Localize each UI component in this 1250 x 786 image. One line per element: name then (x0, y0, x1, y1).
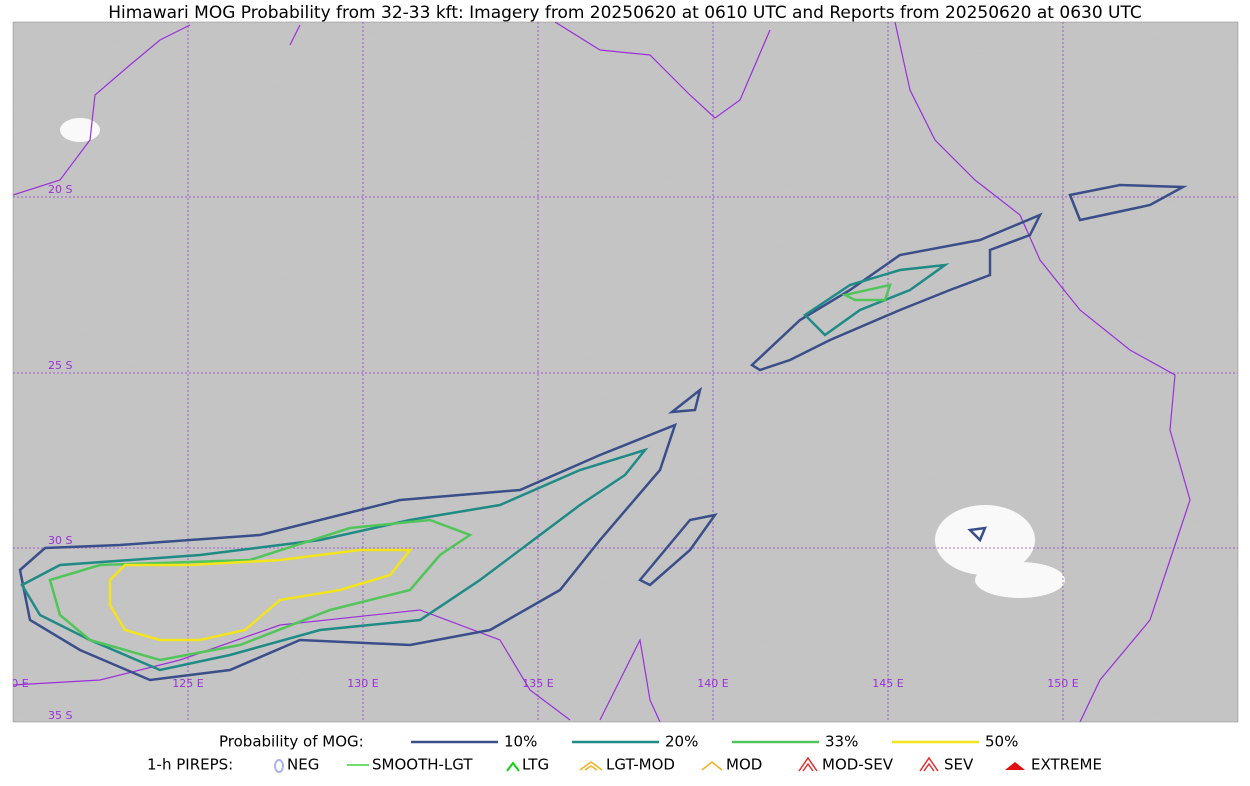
title: Himawari MOG Probability from 32-33 kft:… (108, 3, 1142, 23)
pirep-icon (274, 759, 284, 773)
legend-label: 10% (504, 733, 537, 751)
pirep-icon (798, 756, 818, 772)
pirep-icon (701, 761, 723, 771)
lon-label: 140 E (697, 677, 728, 690)
legend-title: 1-h PIREPS: (147, 756, 233, 774)
map-frame (12, 21, 1239, 723)
legend-label: SEV (944, 756, 974, 774)
pirep-icon (919, 756, 939, 772)
legend-label: EXTREME (1031, 756, 1102, 774)
legend-label: 33% (825, 733, 858, 751)
pirep-icon (506, 761, 520, 772)
lon-label: 135 E (522, 677, 553, 690)
map: 120 E 125 E 130 E 135 E 140 E 145 E 150 … (0, 22, 1238, 722)
legend: Probability of MOG: 10% 20% 33% 50% 1-h … (147, 733, 1102, 774)
lon-label: 130 E (347, 677, 378, 690)
legend-label: 20% (665, 733, 698, 751)
lon-label: 145 E (872, 677, 903, 690)
legend-label: 50% (985, 733, 1018, 751)
legend-title: Probability of MOG: (219, 733, 364, 751)
lon-label: 125 E (172, 677, 203, 690)
coastline (13, 22, 1191, 722)
legend-label: MOD (726, 756, 762, 774)
lon-label: 120 E (0, 677, 29, 690)
lat-label: 35 S (48, 709, 72, 722)
contours (18, 183, 1188, 682)
lat-label: 30 S (48, 534, 72, 547)
legend-label: LTG (522, 756, 549, 774)
legend-label: LGT-MOD (606, 756, 675, 774)
lat-label: 20 S (48, 183, 72, 196)
lon-labels: 120 E 125 E 130 E 135 E 140 E 145 E 150 … (0, 677, 1079, 690)
cloud-cluster (60, 118, 1065, 598)
lon-label: 150 E (1047, 677, 1078, 690)
pirep-icon (579, 761, 603, 771)
grid (13, 22, 1238, 722)
lat-label: 25 S (48, 359, 72, 372)
legend-label: SMOOTH-LGT (372, 756, 473, 774)
satellite-texture (13, 22, 1238, 722)
pirep-icon (1005, 762, 1025, 770)
legend-label: MOD-SEV (822, 756, 894, 774)
legend-label: NEG (287, 756, 319, 774)
lat-labels: 20 S 25 S 30 S 35 S (48, 183, 72, 722)
